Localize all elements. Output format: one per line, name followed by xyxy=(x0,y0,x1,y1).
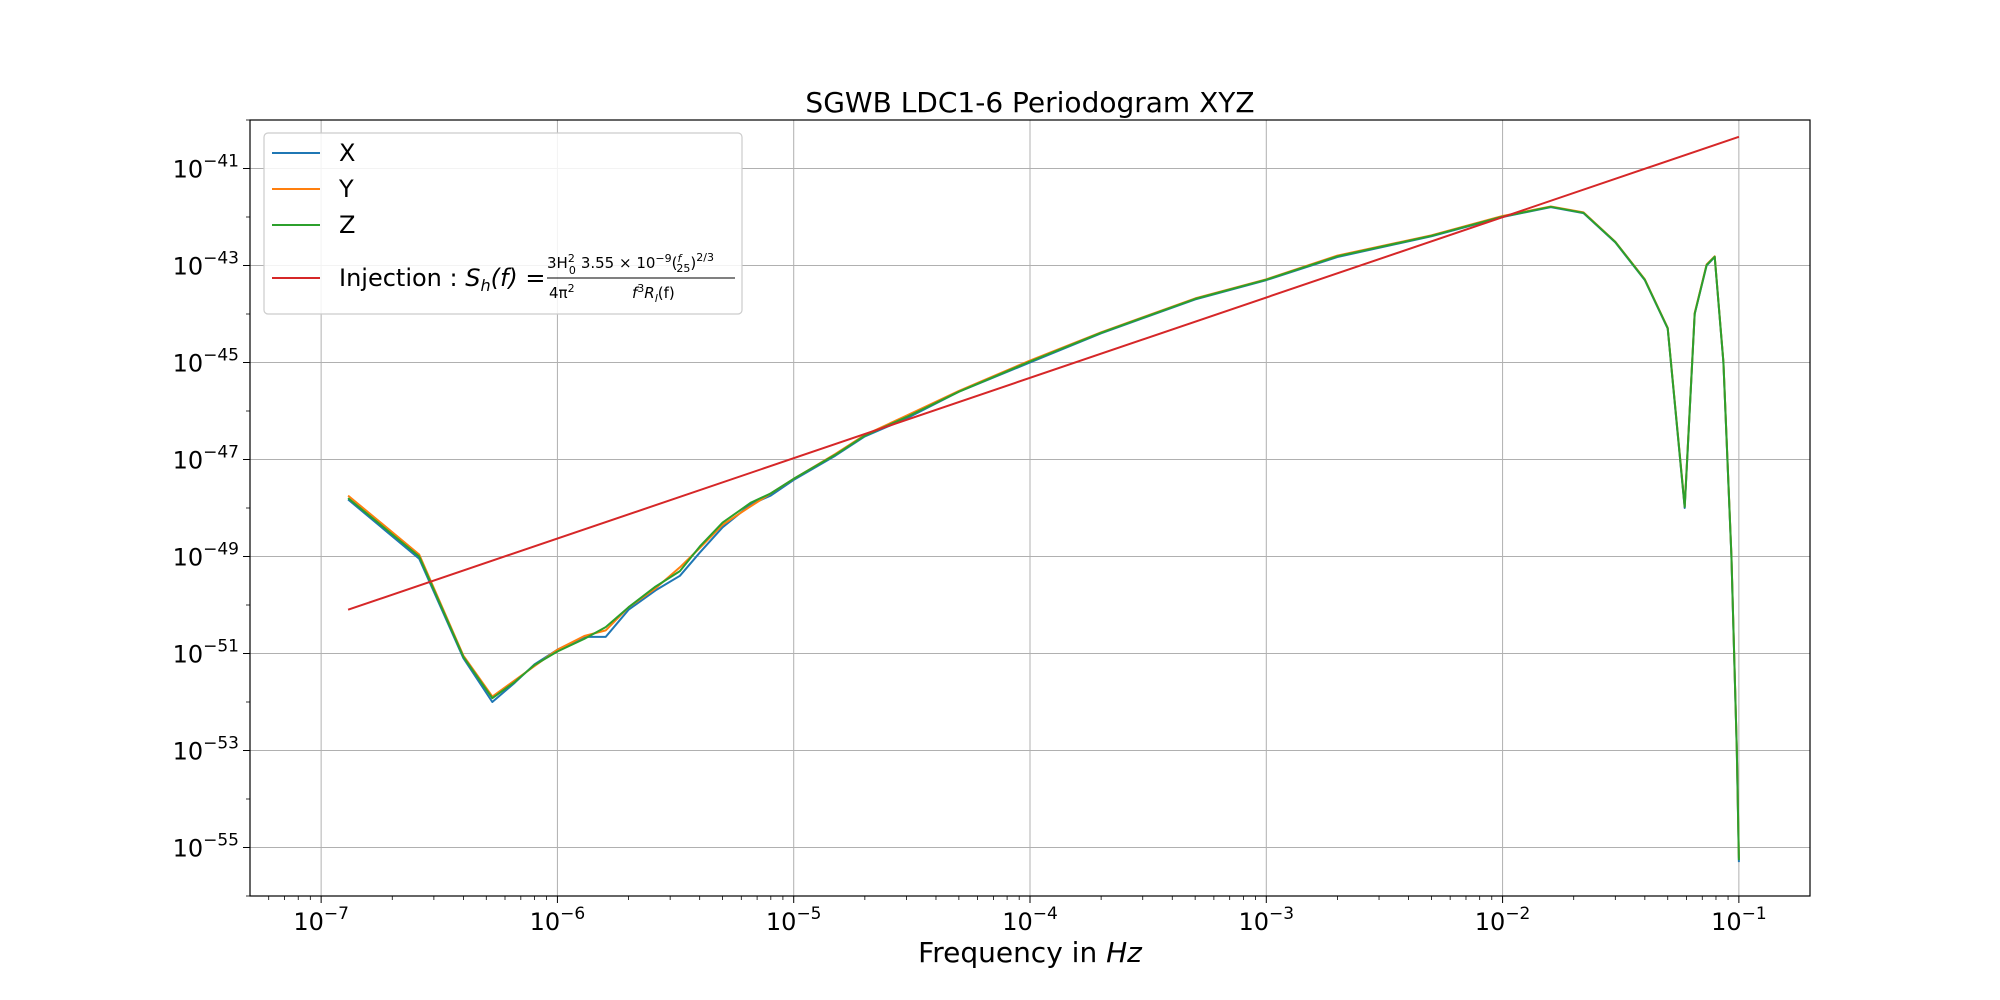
x-tick-label: 10−7 xyxy=(293,904,349,936)
x-tick-label: 10−1 xyxy=(1711,904,1767,936)
y-tick-label: 10−45 xyxy=(173,346,239,378)
y-tick-label: 10−49 xyxy=(173,540,239,572)
axis-ticks: 10−7 10−6 10−5 10−4 10−3 10−2 10−1 10−41 10−43 10… xyxy=(173,119,1767,936)
x-tick-label: 10−6 xyxy=(530,904,586,936)
y-tick-label: 10−47 xyxy=(173,443,239,475)
series-line-injection xyxy=(347,135,1740,611)
legend-label-z: Z xyxy=(339,211,355,239)
y-tick-label: 10−43 xyxy=(173,249,239,281)
series-layer xyxy=(347,135,1740,863)
legend: X Y Z Injection : Sh(f) = 3H2 0 3.55 × 10−… xyxy=(263,132,743,315)
chart-title: SGWB LDC1-6 Periodogram XYZ xyxy=(805,86,1254,119)
x-axis-label: Frequency in Hz xyxy=(918,936,1143,969)
legend-label-injection: Injection : Sh(f) = xyxy=(339,264,546,295)
y-tick-label: 10−55 xyxy=(173,831,239,863)
x-tick-label: 10−2 xyxy=(1475,904,1531,936)
x-tick-label: 10−4 xyxy=(1002,904,1058,936)
x-tick-label: 10−3 xyxy=(1238,904,1294,936)
legend-frame xyxy=(263,132,743,315)
x-tick-label: 10−5 xyxy=(766,904,822,936)
formula-numerator: 3H2 0 3.55 × 10−9(f 25)2/3 xyxy=(547,251,714,277)
grid-lines xyxy=(250,120,1810,896)
y-tick-label: 10−41 xyxy=(173,152,239,184)
y-tick-label: 10−51 xyxy=(173,637,239,669)
y-tick-label: 10−53 xyxy=(173,734,239,766)
formula-denominator-left: 4π2 xyxy=(549,282,575,302)
legend-label-x: X xyxy=(339,139,355,167)
series-line-z xyxy=(347,205,1740,861)
injection-formula-fraction: 3H2 0 3.55 × 10−9(f 25)2/3 4π2 f3Rl(f) xyxy=(547,251,735,305)
formula-denominator-right: f3Rl(f) xyxy=(632,282,675,305)
legend-label-y: Y xyxy=(338,175,354,203)
